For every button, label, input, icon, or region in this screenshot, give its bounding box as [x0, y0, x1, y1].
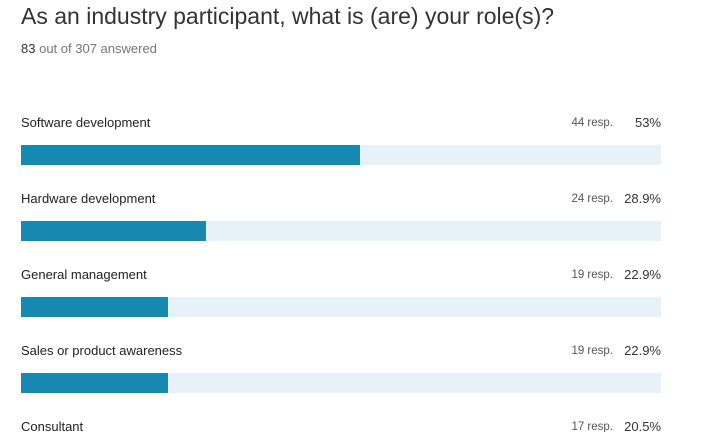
percent-label: 22.9% — [624, 343, 661, 358]
bar-track — [21, 221, 661, 241]
response-count: 19 resp. — [571, 268, 613, 281]
response-count: 44 resp. — [571, 116, 613, 129]
bar-track — [21, 297, 661, 317]
response-count: 19 resp. — [571, 344, 613, 357]
answered-summary: 83 out of 307 answered — [21, 41, 157, 56]
option-label: Consultant — [21, 419, 84, 432]
percent-label: 20.5% — [624, 419, 661, 432]
bar — [21, 373, 168, 393]
response-count: 17 resp. — [571, 420, 613, 432]
bar — [21, 297, 168, 317]
bar-track — [21, 373, 661, 393]
response-count: 24 resp. — [571, 192, 613, 205]
option-label: Sales or product awareness — [21, 343, 183, 358]
bar-track — [21, 145, 661, 165]
option-label: General management — [21, 267, 147, 282]
question-title: As an industry participant, what is (are… — [21, 3, 555, 29]
bar — [21, 145, 361, 165]
answered-count: 83 — [21, 41, 36, 56]
option-label: Software development — [21, 115, 151, 130]
percent-label: 53% — [634, 115, 661, 130]
option-label: Hardware development — [21, 191, 156, 206]
bar — [21, 221, 206, 241]
percent-label: 22.9% — [624, 267, 661, 282]
percent-label: 28.9% — [624, 191, 661, 206]
answered-text: out of 307 answered — [39, 41, 157, 56]
